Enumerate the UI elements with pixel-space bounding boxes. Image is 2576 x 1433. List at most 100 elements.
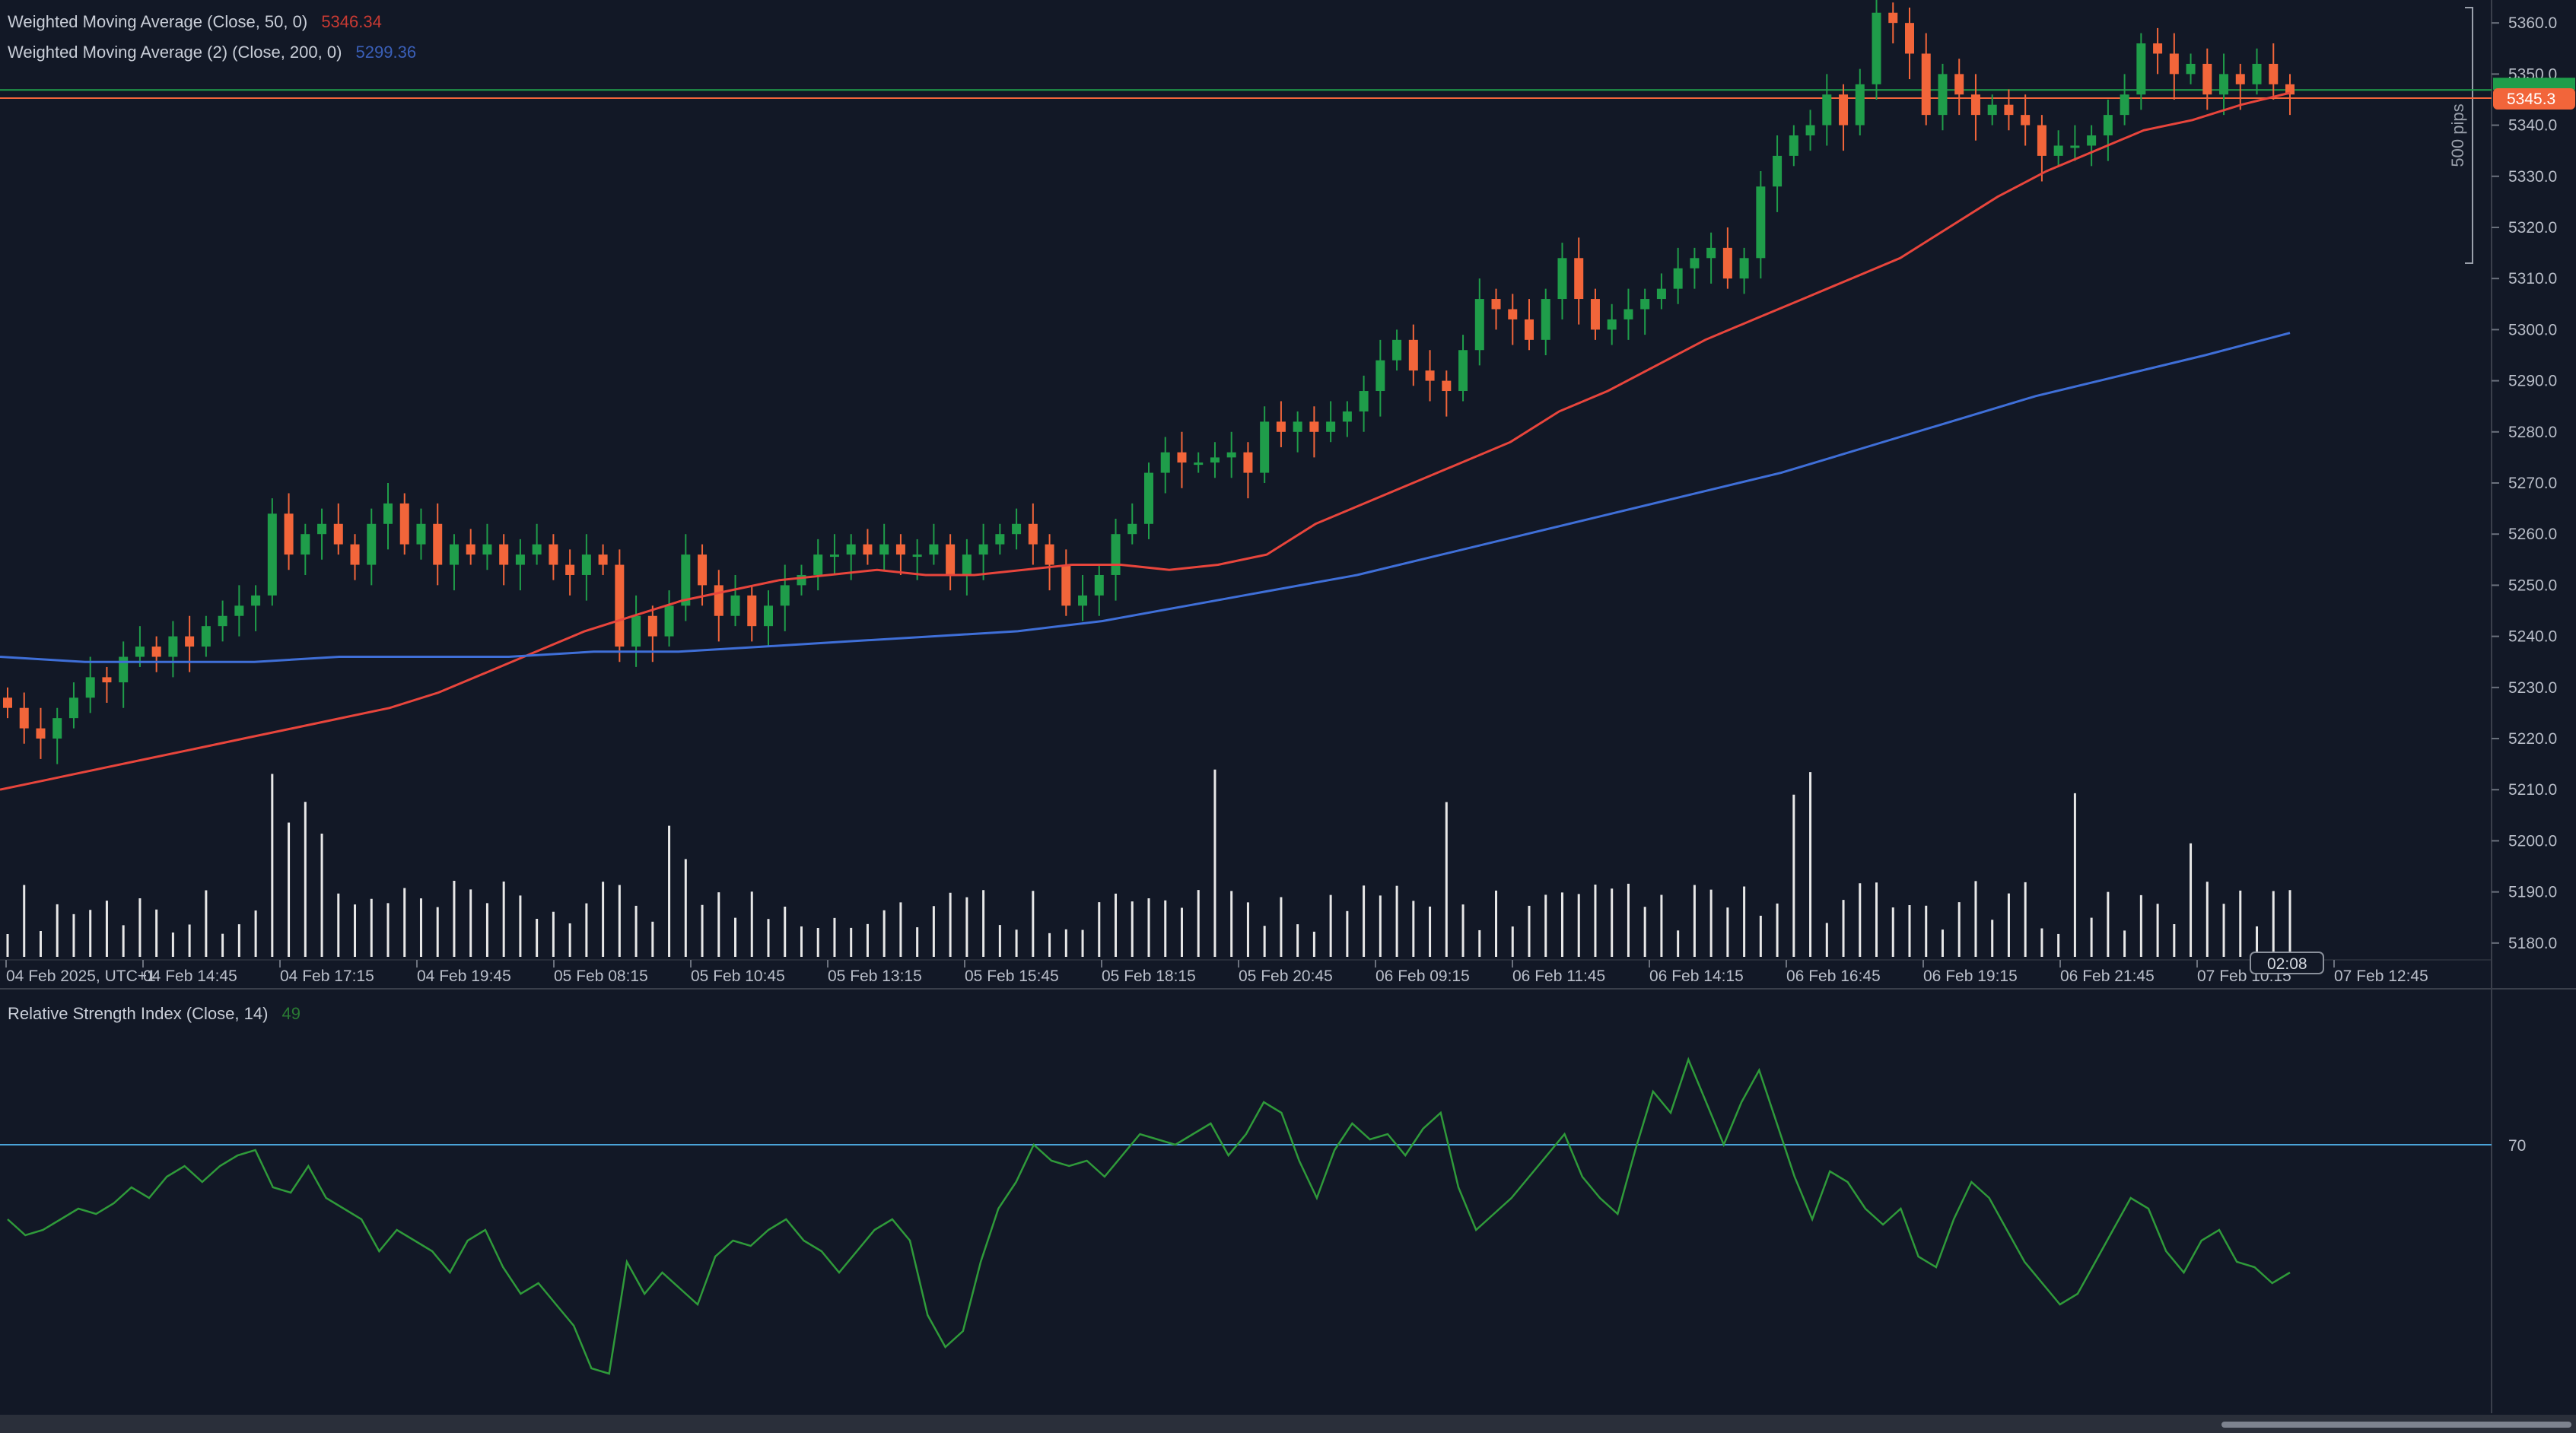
candle-body	[383, 503, 393, 524]
candle-body	[2202, 63, 2212, 95]
candle-body	[1160, 452, 1170, 473]
candle-body	[1342, 411, 1352, 422]
scrollbar-thumb[interactable]	[2221, 1422, 2571, 1428]
candle-body	[1905, 23, 1914, 54]
candle-body	[1640, 299, 1650, 310]
price-tick-label: 5290.0	[2508, 373, 2557, 390]
candle-body	[267, 513, 277, 596]
candle-body	[598, 554, 608, 565]
candle-body	[1822, 94, 1832, 126]
candle-body	[2219, 74, 2229, 95]
price-tick-label: 5250.0	[2508, 577, 2557, 594]
candle-body	[829, 554, 839, 558]
candle-body	[780, 585, 790, 606]
time-tick-label: 05 Feb 13:15	[828, 968, 922, 985]
price-tick-label: 5210.0	[2508, 781, 2557, 799]
candle-body	[1574, 258, 1584, 300]
candle-body	[2186, 63, 2196, 75]
candle-body	[168, 636, 178, 657]
price-tick-label: 5220.0	[2508, 730, 2557, 748]
rsi-legend-value: 49	[281, 1004, 301, 1023]
candle-body	[1756, 186, 1766, 259]
candle-body	[2037, 125, 2046, 156]
price-tick-label: 5260.0	[2508, 526, 2557, 543]
candle-body	[1194, 462, 1204, 465]
candle-body	[350, 544, 360, 565]
range-bracket	[2465, 7, 2473, 265]
candle-body	[1872, 12, 1881, 84]
candle-body	[978, 544, 988, 555]
time-tick-label: 05 Feb 18:15	[1102, 968, 1196, 985]
candle-body	[1690, 258, 1700, 268]
candle-body	[1442, 380, 1452, 392]
candle-body	[698, 554, 708, 586]
wma50-line	[0, 91, 2291, 791]
rsi-level-label: 70	[2508, 1137, 2526, 1155]
candle-body	[1144, 472, 1153, 524]
wma200-legend-value: 5299.36	[355, 43, 417, 62]
candle-body	[1474, 299, 1484, 351]
candle-body	[2070, 145, 2080, 148]
time-tick-label: 06 Feb 09:15	[1375, 968, 1470, 985]
candle-body	[2169, 53, 2179, 75]
wma200-line	[0, 332, 2291, 663]
candle-body	[581, 554, 591, 575]
candle-body	[3, 697, 12, 708]
candle-body	[433, 523, 443, 565]
candle-body	[1789, 135, 1798, 156]
horizontal-scrollbar[interactable]	[0, 1415, 2576, 1433]
price-tick-label: 5310.0	[2508, 270, 2557, 288]
time-tick-label: 05 Feb 20:45	[1239, 968, 1333, 985]
countdown-label: 02:08	[2267, 955, 2307, 973]
time-tick-label: 04 Feb 2025, UTC+1	[6, 968, 156, 985]
candle-body	[2136, 43, 2146, 95]
candle-body	[2004, 104, 2014, 116]
candle-body	[218, 615, 227, 627]
rsi-legend-label: Relative Strength Index (Close, 14)	[8, 1004, 269, 1023]
candle-body	[234, 605, 244, 616]
candle-body	[995, 534, 1005, 545]
time-tick-label: 04 Feb 14:45	[143, 968, 237, 985]
candle-body	[2103, 115, 2113, 136]
candle-body	[367, 523, 377, 565]
price-tick-label: 5240.0	[2508, 628, 2557, 646]
candle-body	[1061, 564, 1071, 606]
candle-body	[19, 707, 29, 729]
candle-body	[2252, 63, 2262, 84]
candle-body	[1408, 339, 1418, 371]
candle-body	[515, 554, 525, 565]
candle-body	[2021, 115, 2031, 126]
candle-body	[1987, 104, 1997, 116]
candle-body	[1326, 421, 1336, 432]
candle-body	[1210, 457, 1220, 463]
candle-body	[2285, 84, 2295, 95]
bid-price-tag	[2493, 78, 2575, 91]
time-tick-label: 04 Feb 19:45	[417, 968, 511, 985]
candle-body	[2235, 74, 2245, 84]
price-tick-label: 5270.0	[2508, 475, 2557, 492]
time-tick-label: 05 Feb 15:45	[965, 968, 1059, 985]
rsi-legend[interactable]: Relative Strength Index (Close, 14) 49	[8, 1004, 301, 1024]
candle-body	[2087, 135, 2097, 146]
candle-body	[1541, 299, 1550, 340]
candle-body	[1078, 595, 1088, 606]
candle-body	[912, 554, 922, 558]
candle-body	[2269, 63, 2279, 84]
candle-body	[466, 544, 475, 555]
countdown-badge	[2250, 952, 2324, 974]
candle-body	[714, 585, 724, 616]
candle-body	[1773, 155, 1783, 187]
candle-body	[1921, 53, 1931, 116]
candle-body	[846, 544, 856, 555]
candle-body	[85, 677, 95, 698]
candle-body	[1309, 421, 1319, 432]
candle-body	[1260, 421, 1270, 473]
candle-body	[1607, 319, 1617, 330]
candle-body	[946, 544, 956, 575]
time-tick-label: 06 Feb 11:45	[1512, 968, 1605, 985]
wma50-legend[interactable]: Weighted Moving Average (Close, 50, 0) 5…	[8, 12, 382, 32]
wma200-legend[interactable]: Weighted Moving Average (2) (Close, 200,…	[8, 43, 416, 62]
time-tick-label: 06 Feb 16:45	[1786, 968, 1881, 985]
time-tick-label: 05 Feb 08:15	[554, 968, 648, 985]
